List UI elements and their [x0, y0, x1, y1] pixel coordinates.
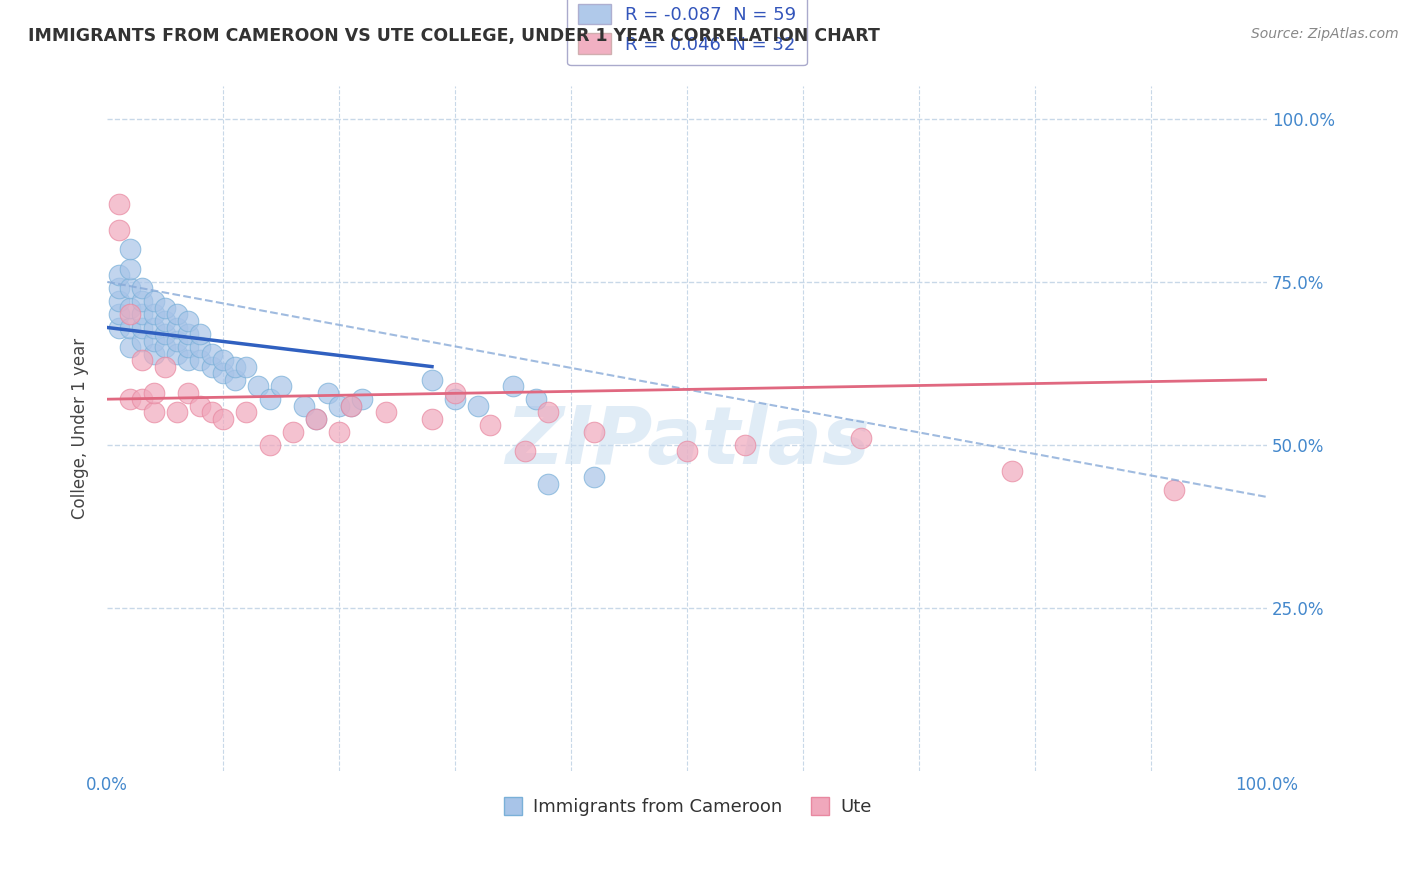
Point	[108, 308, 131, 322]
Point	[374, 405, 396, 419]
Point	[166, 334, 188, 348]
Point	[235, 405, 257, 419]
Point	[270, 379, 292, 393]
Point	[224, 373, 246, 387]
Point	[583, 425, 606, 439]
Point	[120, 340, 142, 354]
Point	[583, 470, 606, 484]
Point	[108, 281, 131, 295]
Point	[201, 405, 224, 419]
Point	[676, 444, 699, 458]
Point	[188, 340, 211, 354]
Point	[108, 196, 131, 211]
Point	[340, 399, 363, 413]
Point	[247, 379, 270, 393]
Point	[224, 359, 246, 374]
Point	[305, 411, 328, 425]
Point	[235, 359, 257, 374]
Point	[201, 346, 224, 360]
Point	[340, 399, 363, 413]
Point	[142, 320, 165, 334]
Point	[188, 399, 211, 413]
Point	[142, 308, 165, 322]
Point	[467, 399, 489, 413]
Point	[155, 301, 177, 315]
Legend: Immigrants from Cameroon, Ute: Immigrants from Cameroon, Ute	[495, 791, 879, 823]
Point	[155, 340, 177, 354]
Point	[142, 405, 165, 419]
Point	[524, 392, 547, 407]
Point	[177, 314, 200, 328]
Point	[131, 308, 153, 322]
Point	[420, 411, 443, 425]
Text: Source: ZipAtlas.com: Source: ZipAtlas.com	[1251, 27, 1399, 41]
Point	[166, 320, 188, 334]
Point	[155, 314, 177, 328]
Text: IMMIGRANTS FROM CAMEROON VS UTE COLLEGE, UNDER 1 YEAR CORRELATION CHART: IMMIGRANTS FROM CAMEROON VS UTE COLLEGE,…	[28, 27, 880, 45]
Point	[444, 392, 467, 407]
Point	[155, 359, 177, 374]
Point	[120, 301, 142, 315]
Point	[328, 425, 350, 439]
Point	[108, 223, 131, 237]
Point	[328, 399, 350, 413]
Point	[120, 261, 142, 276]
Point	[1001, 464, 1024, 478]
Point	[142, 334, 165, 348]
Point	[502, 379, 524, 393]
Point	[537, 477, 560, 491]
Point	[259, 438, 281, 452]
Point	[212, 411, 235, 425]
Point	[177, 340, 200, 354]
Point	[131, 353, 153, 368]
Point	[166, 308, 188, 322]
Point	[305, 411, 328, 425]
Point	[281, 425, 304, 439]
Point	[201, 359, 224, 374]
Y-axis label: College, Under 1 year: College, Under 1 year	[72, 338, 89, 519]
Point	[131, 294, 153, 309]
Point	[108, 320, 131, 334]
Point	[142, 346, 165, 360]
Point	[166, 346, 188, 360]
Point	[259, 392, 281, 407]
Point	[420, 373, 443, 387]
Text: ZIPatlas: ZIPatlas	[505, 403, 869, 481]
Point	[849, 431, 872, 445]
Point	[155, 326, 177, 341]
Point	[188, 326, 211, 341]
Point	[537, 405, 560, 419]
Point	[142, 294, 165, 309]
Point	[444, 385, 467, 400]
Point	[177, 326, 200, 341]
Point	[166, 405, 188, 419]
Point	[131, 281, 153, 295]
Point	[120, 392, 142, 407]
Point	[131, 334, 153, 348]
Point	[142, 385, 165, 400]
Point	[212, 366, 235, 380]
Point	[120, 281, 142, 295]
Point	[734, 438, 756, 452]
Point	[188, 353, 211, 368]
Point	[478, 418, 501, 433]
Point	[177, 353, 200, 368]
Point	[120, 242, 142, 256]
Point	[212, 353, 235, 368]
Point	[131, 320, 153, 334]
Point	[316, 385, 339, 400]
Point	[294, 399, 316, 413]
Point	[352, 392, 374, 407]
Point	[120, 308, 142, 322]
Point	[177, 385, 200, 400]
Point	[120, 320, 142, 334]
Point	[131, 392, 153, 407]
Point	[108, 268, 131, 283]
Point	[1163, 483, 1185, 498]
Point	[108, 294, 131, 309]
Point	[513, 444, 536, 458]
